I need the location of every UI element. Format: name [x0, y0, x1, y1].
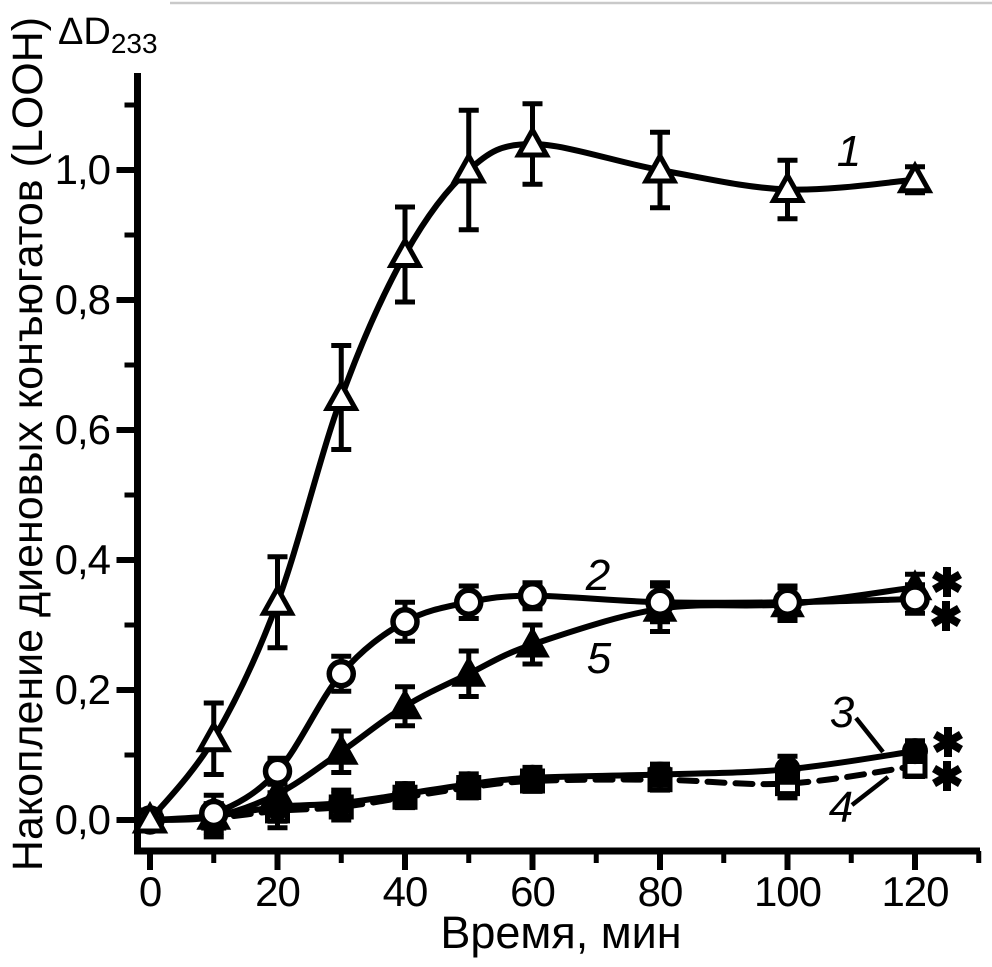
y-tick-label: 0,6 [55, 406, 110, 453]
curve-label-3: 3 [830, 688, 855, 737]
series-1-curve [147, 140, 918, 823]
filled-triangle-marker [515, 626, 550, 658]
y-tick-label: 1,0 [55, 146, 110, 193]
open-triangle-marker [450, 150, 488, 184]
x-tick-label: 0 [139, 868, 161, 915]
open-triangle-marker [514, 124, 551, 158]
filled-circle-marker [902, 738, 928, 765]
filled-circle-marker [519, 764, 546, 791]
filled-circle-marker [392, 781, 418, 807]
y-tick-label: 0,0 [55, 796, 110, 843]
x-tick-label: 60 [510, 868, 555, 915]
open-triangle-marker [259, 583, 296, 616]
open-triangle-marker [641, 150, 679, 184]
open-circle-marker [199, 798, 229, 829]
significance-asterisk [933, 727, 963, 757]
curve-label-pointer-3 [854, 716, 885, 754]
filled-circle-marker [647, 761, 673, 788]
asterisk-arm [933, 731, 963, 753]
asterisk-arm [932, 765, 962, 787]
significance-asterisk [931, 601, 961, 631]
filled-triangle-marker [451, 655, 487, 687]
x-tick-label: 100 [754, 868, 821, 915]
series-2 [135, 580, 930, 835]
open-circle-marker [645, 587, 675, 617]
open-circle-marker [390, 607, 420, 637]
open-circle-marker [262, 756, 293, 786]
open-triangle-marker [896, 160, 934, 194]
curve-label-4: 4 [829, 783, 853, 832]
filled-circle-marker [455, 771, 482, 798]
filled-triangle-marker [260, 775, 295, 807]
open-circle-marker [900, 584, 930, 614]
open-triangle-marker [769, 170, 806, 203]
open-triangle-marker [195, 719, 233, 753]
open-circle-marker [326, 659, 356, 689]
curve-label-pointer-4 [850, 775, 890, 807]
open-triangle-marker [386, 235, 424, 268]
y-tick-label: 0,8 [55, 276, 110, 323]
open-triangle-marker [322, 378, 360, 411]
open-circle-marker [772, 587, 803, 617]
y-tick-label: 0,2 [55, 666, 110, 713]
open-circle-marker [454, 587, 484, 617]
curve-label-5: 5 [587, 634, 612, 683]
x-tick-label: 80 [638, 868, 683, 915]
series-3 [137, 738, 928, 840]
filled-circle-marker [328, 790, 355, 817]
curve-label-2: 2 [585, 551, 610, 600]
filled-triangle-marker [323, 733, 359, 765]
filled-circle-marker [774, 756, 801, 783]
x-tick-label: 20 [255, 868, 300, 915]
significance-asterisk [932, 567, 962, 597]
y-tick-label: 0,4 [55, 536, 111, 583]
open-circle-marker [517, 581, 548, 611]
x-axis-title: Время, мин [440, 907, 681, 958]
y-axis-unit-label: ΔD233 [58, 11, 158, 59]
x-tick-label: 40 [383, 868, 428, 915]
y-axis-title: Накопление диеновых конъюгатов (LOOH) [4, 17, 52, 871]
asterisk-arm [932, 571, 962, 593]
curve-label-1: 1 [837, 127, 861, 176]
asterisk-arm [931, 605, 961, 627]
open-triangle-marker [131, 800, 169, 834]
significance-asterisk [932, 761, 962, 791]
axes: 0 20 40 60 80 100 120 0,0 0,2 0,4 0,6 0,8 1,0 [55, 73, 982, 915]
x-tick-label: 120 [881, 868, 948, 915]
series-1 [131, 101, 934, 834]
filled-triangle-marker [387, 688, 423, 720]
